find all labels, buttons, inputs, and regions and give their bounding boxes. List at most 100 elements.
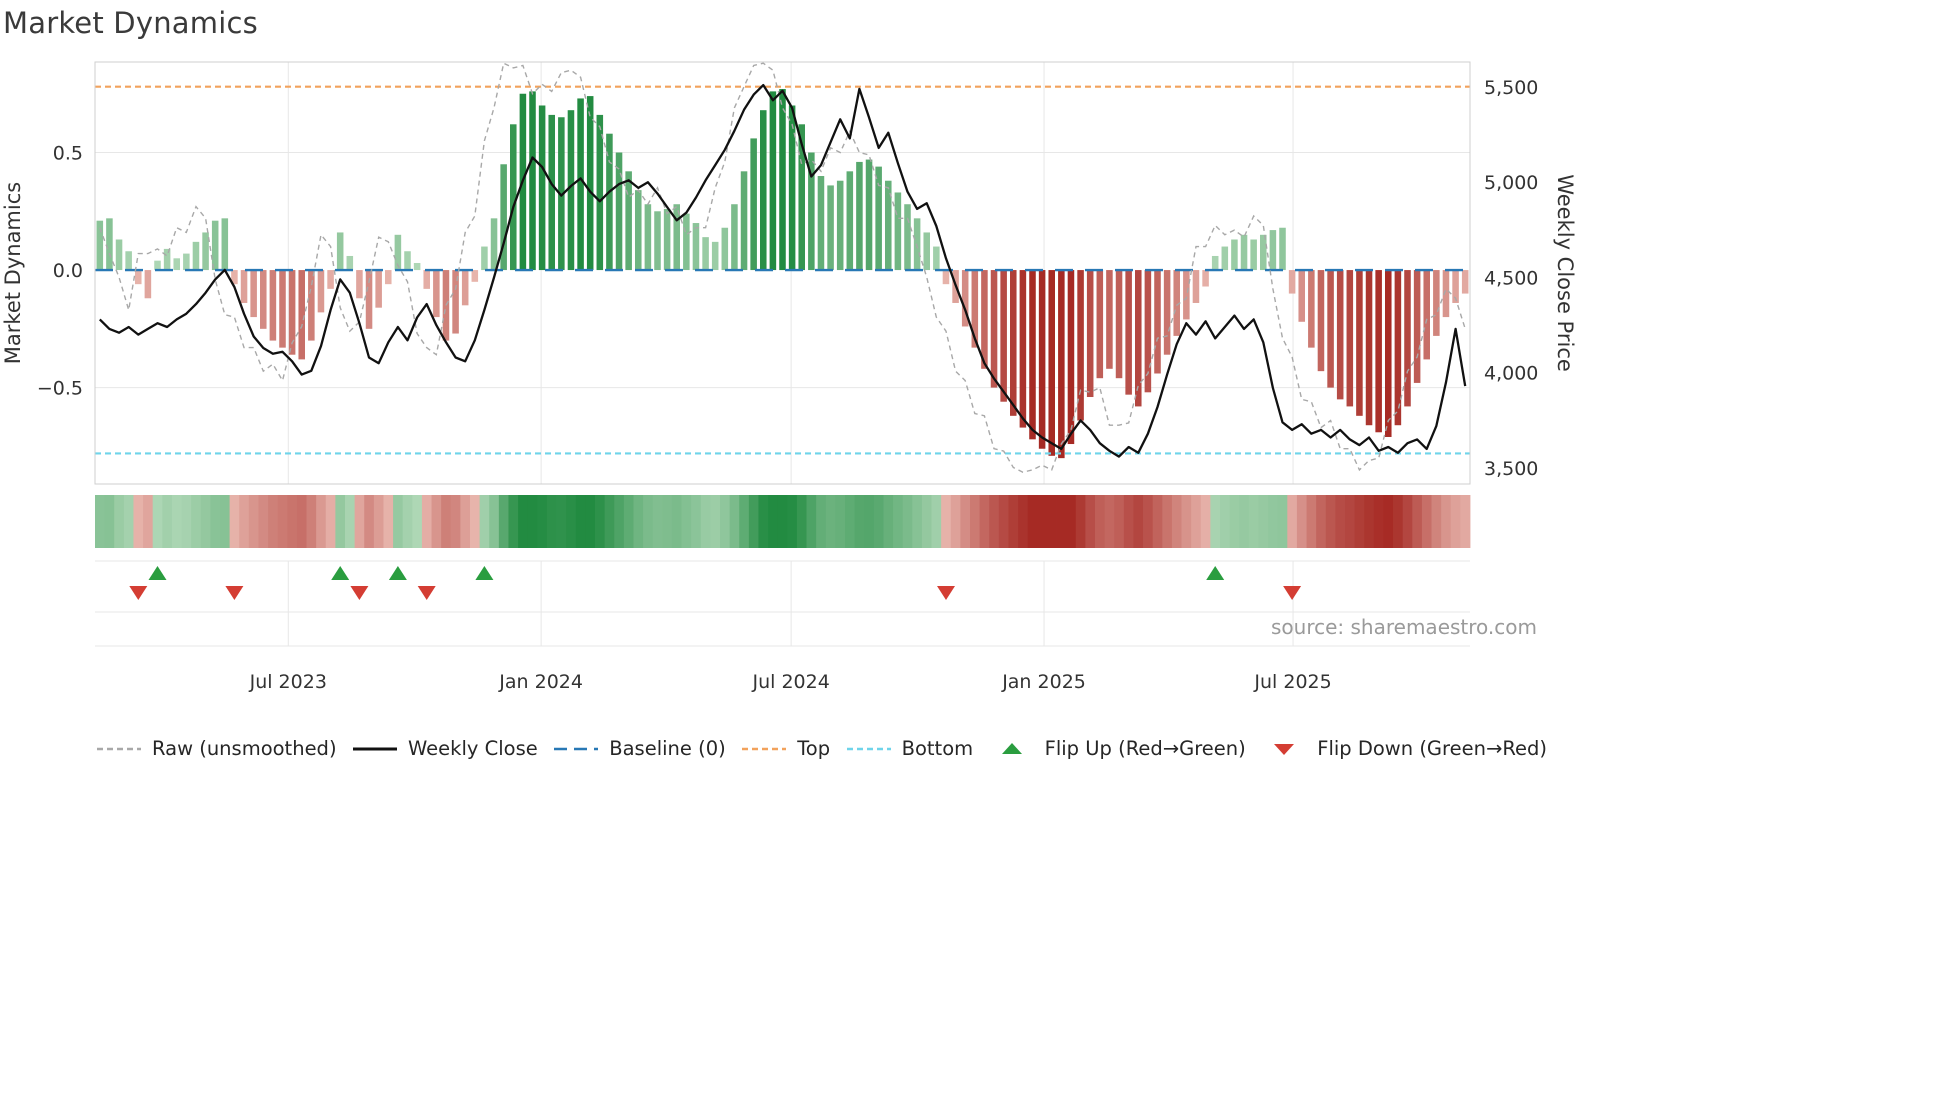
oscillator-bar — [1067, 270, 1075, 445]
heatmap-cell — [1373, 495, 1384, 548]
heatmap-cell — [1345, 495, 1356, 548]
x-axis-tick: Jul 2024 — [751, 671, 829, 693]
oscillator-bar — [1413, 270, 1421, 383]
heatmap-cell — [873, 495, 884, 548]
oscillator-bar — [1058, 270, 1065, 459]
oscillator-bar — [308, 270, 315, 341]
oscillator-bar — [221, 218, 229, 271]
heatmap-cell — [1095, 495, 1106, 548]
oscillator-bar — [106, 218, 113, 271]
oscillator-bar — [788, 105, 796, 271]
heatmap-cell — [296, 495, 307, 548]
oscillator-bar — [1346, 270, 1354, 407]
heatmap-cell — [470, 495, 481, 548]
heatmap-cell — [479, 495, 490, 548]
oscillator-bar — [1096, 270, 1104, 379]
heatmap-cell — [1306, 495, 1317, 548]
legend-label: Top — [797, 737, 831, 760]
heatmap-cell — [1229, 495, 1240, 548]
heatmap-cell — [700, 495, 711, 548]
y-axis-tick-right: 5,500 — [1484, 77, 1538, 99]
heatmap-cell — [1335, 495, 1346, 548]
legend-item-1: Weekly Close — [351, 737, 538, 760]
heatmap-cell — [527, 495, 538, 548]
heatmap-cell — [1046, 495, 1057, 548]
heatmap-cell — [662, 495, 673, 548]
heatmap-cell — [1018, 495, 1029, 548]
oscillator-bar — [452, 270, 459, 334]
heatmap-cell — [1191, 495, 1202, 548]
legend-label: Weekly Close — [408, 737, 538, 760]
heatmap-cell — [1441, 495, 1452, 548]
heatmap-cell — [816, 495, 827, 548]
market-dynamics-chart: 0.5 0.0 −0.5 5,500 5,000 4,500 4,000 3,500 Jul 2… — [1, 61, 1577, 693]
oscillator-bar — [288, 270, 296, 355]
heatmap-cell — [489, 495, 500, 548]
heatmap-cell — [181, 495, 192, 548]
flip-up-icon — [1001, 742, 1022, 754]
legend-label: Baseline (0) — [609, 737, 726, 760]
y-axis-tick-right: 3,500 — [1484, 458, 1538, 480]
oscillator-bar — [1086, 270, 1094, 398]
heatmap-cell — [720, 495, 731, 548]
heatmap-cell — [1143, 495, 1154, 548]
oscillator-bar — [1404, 270, 1411, 407]
source-text: source: sharemaestro.com — [1271, 615, 1537, 639]
oscillator-bar — [1461, 270, 1469, 294]
oscillator-bar — [298, 270, 305, 360]
heatmap-cell — [306, 495, 317, 548]
oscillator-bar — [740, 171, 748, 271]
oscillator-bar — [644, 204, 652, 271]
oscillator-bar — [1029, 270, 1036, 440]
heatmap-cell — [1393, 495, 1404, 548]
heatmap-cell — [604, 495, 615, 548]
oscillator-bar — [683, 213, 690, 271]
heatmap-cell — [412, 495, 423, 548]
heatmap-cell — [268, 495, 279, 548]
heatmap-cell — [373, 495, 384, 548]
heatmap-cell — [229, 495, 240, 548]
heatmap-cell — [960, 495, 971, 548]
oscillator-bar — [1442, 270, 1450, 318]
legend-line-sample-icon — [742, 747, 787, 750]
heatmap-cell — [931, 495, 942, 548]
legend-line-sample-icon — [846, 747, 891, 750]
heatmap-cell — [364, 495, 375, 548]
oscillator-bar — [1336, 270, 1344, 400]
heatmap-cell — [95, 495, 106, 548]
flip-up-marker — [388, 566, 407, 580]
oscillator-bar — [779, 89, 786, 271]
y-axis-label-right: Weekly Close Price — [1553, 174, 1577, 372]
heatmap-cell — [1258, 495, 1269, 548]
heatmap-cell — [1287, 495, 1298, 548]
oscillator-bar — [990, 270, 998, 388]
oscillator-bar — [731, 204, 738, 271]
y-axis-tick-right: 5,000 — [1484, 172, 1538, 194]
oscillator-bar — [327, 270, 334, 289]
oscillator-bar — [615, 152, 623, 271]
oscillator-bar — [1135, 270, 1142, 407]
oscillator-bar — [1298, 270, 1305, 322]
heatmap-cell — [989, 495, 1000, 548]
heatmap-cell — [1412, 495, 1423, 548]
oscillator-bar — [538, 105, 546, 271]
oscillator-bar — [808, 152, 815, 271]
heatmap-cell — [277, 495, 288, 548]
oscillator-bar — [154, 260, 161, 271]
oscillator-bar — [1115, 270, 1123, 379]
oscillator-bar — [1019, 270, 1027, 428]
heatmap-cell — [393, 495, 404, 548]
heatmap-cell — [1162, 495, 1173, 548]
oscillator-bar — [663, 208, 671, 271]
heatmap-cell — [114, 495, 125, 548]
heatmap-cell — [835, 495, 846, 548]
heatmap-cell — [595, 495, 606, 548]
heatmap-cell — [777, 495, 788, 548]
oscillator-bar — [1000, 270, 1007, 402]
oscillator-bar — [115, 239, 123, 271]
oscillator-bar — [1327, 270, 1334, 388]
oscillator-bar — [558, 117, 565, 271]
flip-down-marker — [350, 586, 369, 600]
oscillator-bar — [817, 176, 825, 271]
oscillator-bar — [279, 270, 286, 348]
